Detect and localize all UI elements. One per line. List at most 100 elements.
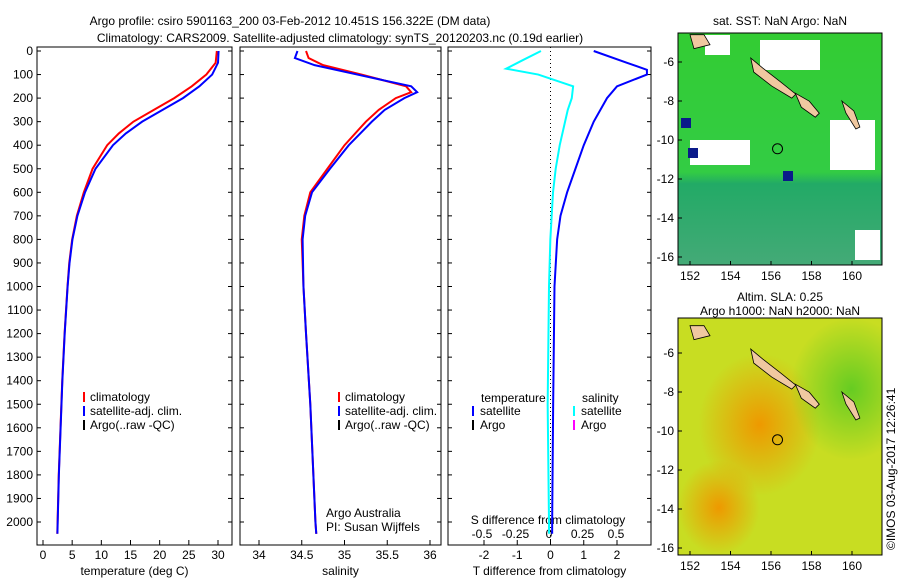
x-tick-label: 30 bbox=[211, 548, 225, 562]
lon-tick-label: 158 bbox=[801, 269, 821, 283]
x-tick-label: 15 bbox=[124, 548, 138, 562]
map-1: 152 154 156 158 160 -6 -8 -10 -12 -14 -16 bbox=[657, 32, 883, 283]
depth-tick-label: 1500 bbox=[6, 397, 33, 411]
difference-panel: -2 -1 0 1 2 T difference from climatology -0.5… bbox=[447, 46, 652, 578]
legend-salinity: salinity bbox=[582, 391, 619, 405]
x-tick-label: 2 bbox=[614, 548, 621, 562]
climatology-line bbox=[300, 50, 413, 534]
lat-tick-label: -10 bbox=[657, 424, 675, 438]
lon-tick-label: 154 bbox=[720, 559, 740, 573]
missing-data bbox=[690, 140, 750, 165]
lat-tick-label: -8 bbox=[663, 94, 674, 108]
lat-tick-label: -8 bbox=[663, 385, 674, 399]
legend-label: satellite bbox=[581, 404, 622, 418]
depth-tick-label: 1600 bbox=[6, 421, 33, 435]
plot-frame bbox=[447, 46, 652, 546]
x-tick-label: 0 bbox=[40, 548, 47, 562]
s-tick-label: 0.25 bbox=[571, 527, 595, 541]
depth-tick-label: 2000 bbox=[6, 515, 33, 529]
lat-tick-label: -10 bbox=[657, 133, 675, 147]
legend-temperature: temperature bbox=[481, 391, 546, 405]
legend-label: Argo bbox=[581, 418, 607, 432]
missing-data bbox=[855, 230, 880, 260]
depth-tick-label: 1000 bbox=[6, 280, 33, 294]
x-axis-label: T difference from climatology bbox=[473, 564, 627, 578]
missing-data bbox=[830, 120, 875, 170]
map-frame bbox=[677, 317, 883, 556]
depth-tick-label: 1200 bbox=[6, 327, 33, 341]
legend-label: climatology bbox=[90, 390, 150, 404]
x-tick-label: 1 bbox=[580, 548, 587, 562]
depth-tick-label: 900 bbox=[13, 256, 33, 270]
x-tick-label: 0 bbox=[547, 548, 554, 562]
legend-label: satellite bbox=[480, 404, 521, 418]
map1-title: sat. SST: NaN Argo: NaN bbox=[713, 14, 847, 28]
depth-tick-label: 700 bbox=[13, 209, 33, 223]
lat-tick-label: -16 bbox=[657, 541, 675, 555]
argo-position-marker bbox=[772, 434, 784, 446]
s-tick-label: -0.5 bbox=[472, 527, 493, 541]
depth-tick-label: 1400 bbox=[6, 374, 33, 388]
legend-label: satellite-adj. clim. bbox=[90, 404, 182, 418]
depth-tick-label: 800 bbox=[13, 232, 33, 246]
depth-tick-label: 400 bbox=[13, 138, 33, 152]
legend-label: Argo bbox=[480, 418, 506, 432]
depth-tick-label: 1300 bbox=[6, 350, 33, 364]
s-tick-label: 0 bbox=[546, 527, 553, 541]
cold-pixel bbox=[681, 118, 691, 128]
salinity-satellite-line bbox=[503, 50, 575, 534]
temperature-satellite-line bbox=[551, 50, 648, 534]
plot-frame bbox=[239, 46, 442, 546]
legend-swatch bbox=[83, 392, 85, 402]
x-tick-label: 34.5 bbox=[290, 548, 314, 562]
depth-tick-label: 600 bbox=[13, 185, 33, 199]
legend-swatch bbox=[472, 406, 474, 416]
legend-swatch bbox=[338, 420, 340, 430]
cold-pixel bbox=[688, 148, 698, 158]
map2-title-1: Altim. SLA: 0.25 bbox=[737, 290, 823, 304]
x-tick-label: 36 bbox=[423, 548, 437, 562]
climatology-line bbox=[56, 50, 218, 534]
temperature-panel: 0 5 10 15 20 25 300100200300400500600700800900… bbox=[6, 44, 233, 578]
satellite-adj--clim--line bbox=[293, 50, 419, 534]
depth-tick-label: 1100 bbox=[7, 303, 33, 317]
salinity-panel: 34 34.5 35 35.5 36 salinity climatologysatelli… bbox=[239, 46, 442, 578]
legend-label: Argo(..raw -QC) bbox=[90, 418, 175, 432]
solomon-islands-land bbox=[689, 325, 861, 421]
x-tick-label: -2 bbox=[479, 548, 490, 562]
map-frame bbox=[677, 32, 883, 266]
lon-tick-label: 156 bbox=[761, 559, 781, 573]
legend-swatch bbox=[83, 406, 85, 416]
lat-tick-label: -14 bbox=[657, 211, 675, 225]
x-tick-label: 35 bbox=[338, 548, 352, 562]
satellite-adj--clim--line bbox=[56, 50, 220, 534]
map-2: 152 154 156 158 160 -6 -8 -10 -12 -14 -16 bbox=[657, 317, 883, 573]
missing-data bbox=[760, 40, 820, 70]
depth-tick-label: 1900 bbox=[6, 491, 33, 505]
x-axis-label: temperature (deg C) bbox=[80, 564, 188, 578]
credit-pi: PI: Susan Wijffels bbox=[326, 520, 420, 534]
legend-label: satellite-adj. clim. bbox=[345, 404, 437, 418]
x-tick-label: 25 bbox=[182, 548, 196, 562]
legend-label: Argo(..raw -QC) bbox=[345, 418, 430, 432]
x-tick-label: 10 bbox=[95, 548, 109, 562]
plot-frame bbox=[36, 46, 233, 546]
imos-stamp: ©IMOS 03-Aug-2017 12:26:41 bbox=[884, 387, 898, 550]
x-axis-label: salinity bbox=[322, 564, 359, 578]
lat-tick-label: -6 bbox=[663, 55, 674, 69]
depth-tick-label: 1700 bbox=[6, 444, 33, 458]
lat-tick-label: -6 bbox=[663, 346, 674, 360]
title-line-1: Argo profile: csiro 5901163_200 03-Feb-2… bbox=[90, 14, 491, 28]
legend-label: climatology bbox=[345, 390, 405, 404]
lon-tick-label: 160 bbox=[842, 559, 862, 573]
x-tick-label: -1 bbox=[512, 548, 523, 562]
lon-tick-label: 156 bbox=[761, 269, 781, 283]
lat-tick-label: -16 bbox=[657, 250, 675, 264]
legend-swatch bbox=[338, 406, 340, 416]
lon-tick-label: 152 bbox=[680, 559, 700, 573]
argo-position-marker bbox=[772, 143, 784, 155]
lon-tick-label: 160 bbox=[842, 269, 862, 283]
lon-tick-label: 152 bbox=[680, 269, 700, 283]
